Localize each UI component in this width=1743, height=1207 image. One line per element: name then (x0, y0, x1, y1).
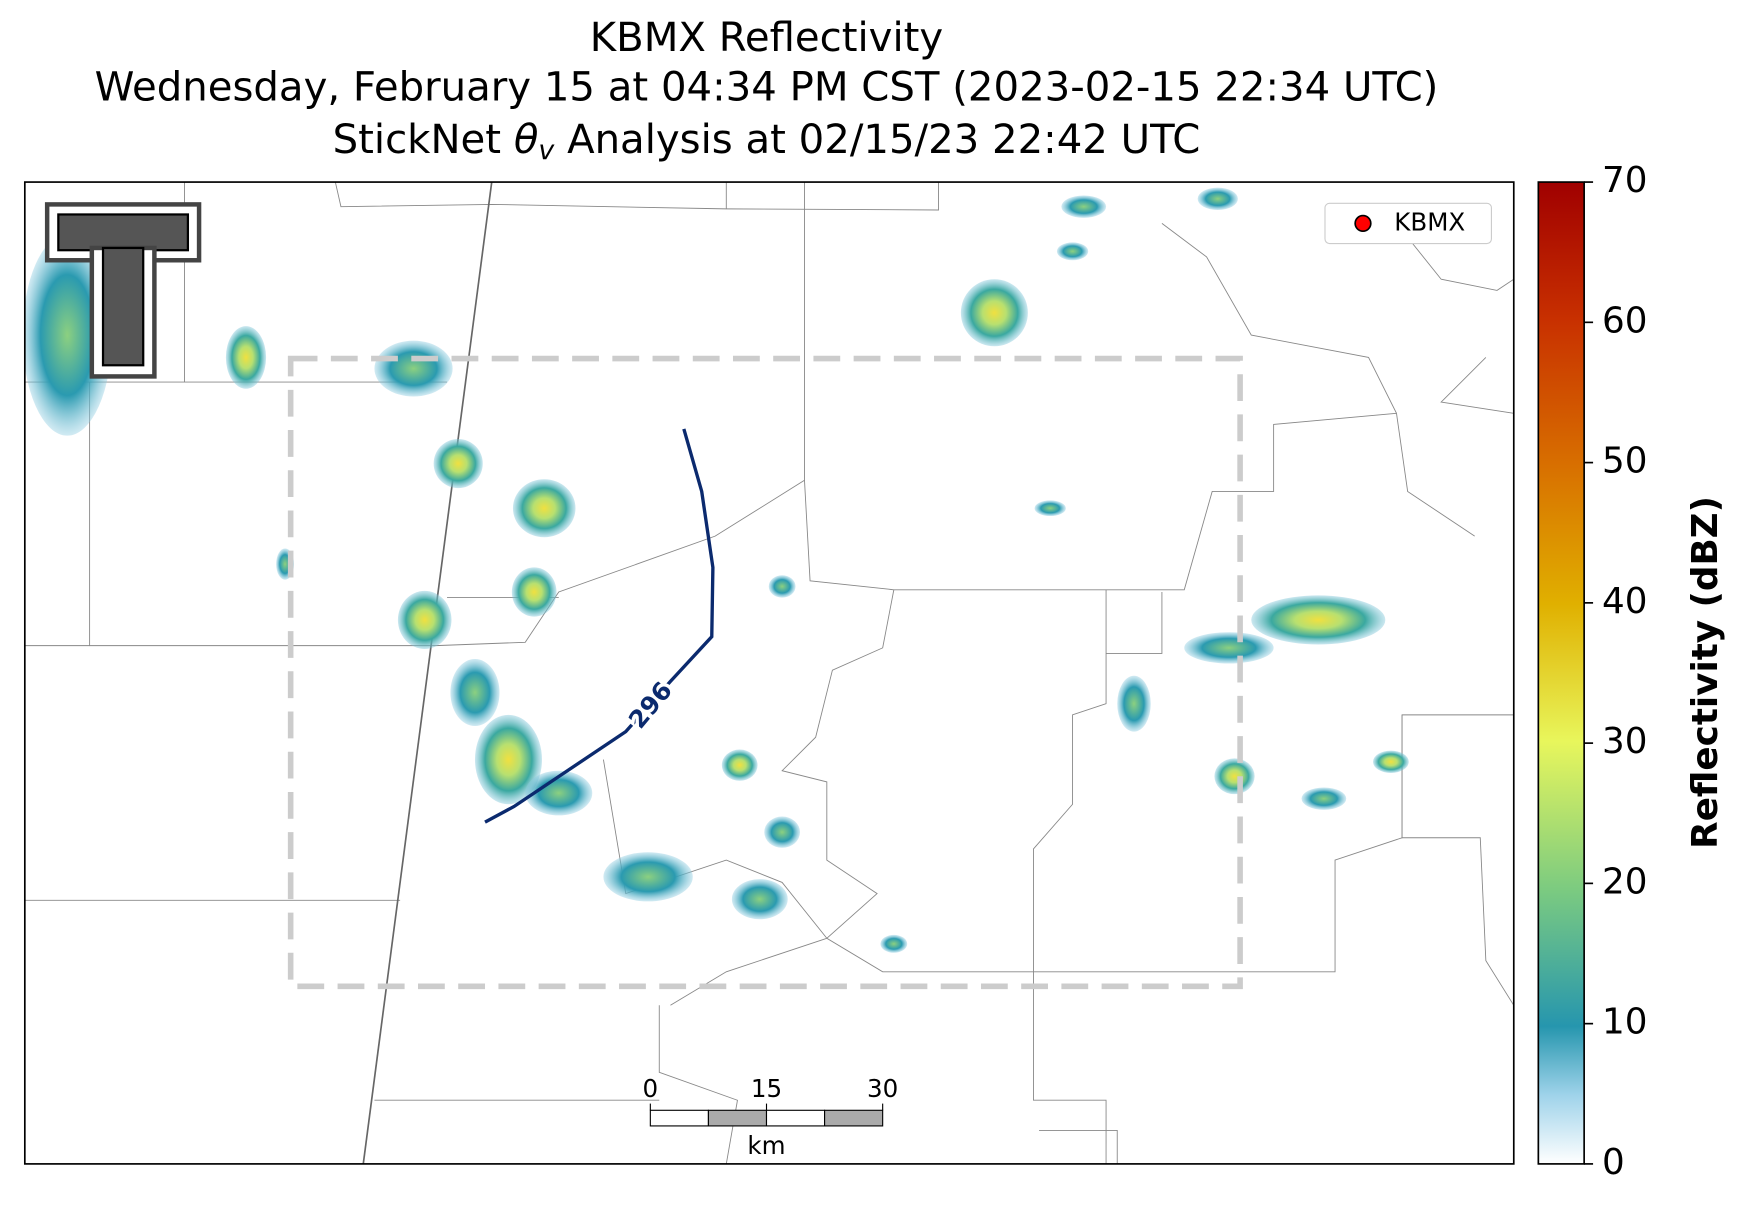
scale-bar: 0 15 30 km (643, 1074, 899, 1160)
legend-box (1324, 202, 1492, 245)
scale-label: 15 (751, 1074, 782, 1103)
colorbar-label: Reflectivity (dBZ) (1685, 496, 1726, 849)
radar-echoes (24, 187, 1409, 953)
tick-label: 20 (1602, 861, 1647, 902)
map-frame (23, 181, 1515, 1165)
scale-segment (765, 1109, 826, 1127)
tick-label: 40 (1602, 581, 1647, 622)
scale-segment (824, 1109, 884, 1127)
subscript: v (538, 134, 555, 165)
tick-label: 10 (1602, 1002, 1647, 1043)
scale-unit: km (747, 1131, 785, 1160)
text: Analysis at 02/15/23 22:42 UTC (554, 117, 1200, 163)
tick-label: 0 (1602, 1142, 1625, 1183)
scale-segment (649, 1109, 709, 1127)
scale-label: 30 (867, 1074, 898, 1103)
tick-label: 70 (1602, 160, 1647, 201)
scale-label: 0 (643, 1074, 659, 1103)
analysis-box (287, 355, 1243, 990)
logo (44, 202, 202, 379)
subtitle: Wednesday, February 15 at 04:34 PM CST (… (95, 64, 1439, 110)
text: StickNet (333, 117, 514, 163)
tick-label: 50 (1602, 441, 1647, 482)
contour-line (484, 428, 715, 824)
legend-label: KBMX (1394, 207, 1465, 236)
state-line (362, 182, 493, 1164)
tick-label: 60 (1602, 300, 1647, 341)
subtitle: StickNet θv Analysis at 02/15/23 22:42 U… (333, 117, 1201, 165)
symbol: θ (514, 117, 539, 163)
scale-segment (707, 1109, 768, 1127)
title: KBMX Reflectivity (590, 15, 943, 61)
colorbar (1537, 181, 1585, 1165)
tick-label: 30 (1602, 721, 1647, 762)
legend-marker (1354, 214, 1372, 233)
colorbar-ticks: 0 10 20 30 40 50 60 70 (1584, 160, 1647, 1183)
